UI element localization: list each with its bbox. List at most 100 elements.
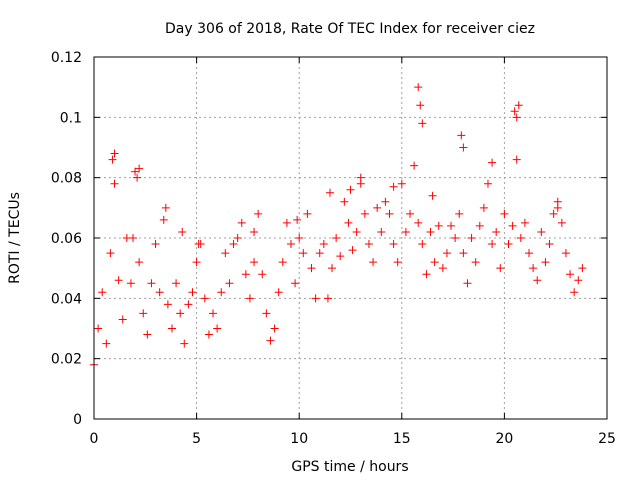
data-point (167, 324, 176, 333)
y-tick-label: 0.02 (51, 352, 82, 368)
data-points (90, 83, 587, 369)
data-point (488, 158, 497, 167)
y-tick-label: 0 (73, 412, 82, 428)
data-point (325, 188, 334, 197)
data-point (254, 209, 263, 218)
data-point (161, 203, 170, 212)
data-point (147, 279, 156, 288)
data-point (155, 288, 164, 297)
data-point (176, 309, 185, 318)
data-point (270, 324, 279, 333)
chart-title: Day 306 of 2018, Rate Of TEC Index for r… (165, 21, 535, 37)
data-point (537, 227, 546, 236)
data-point (286, 240, 295, 249)
data-point (217, 288, 226, 297)
data-point (414, 218, 423, 227)
data-point (500, 209, 509, 218)
data-point (102, 339, 111, 348)
data-point (139, 309, 148, 318)
data-point (471, 258, 480, 267)
data-point (332, 234, 341, 242)
data-point (463, 279, 472, 288)
data-point (356, 173, 365, 182)
data-point (512, 113, 521, 122)
grid-lines (94, 57, 607, 419)
data-point (110, 179, 119, 188)
data-point (178, 227, 187, 236)
data-point (459, 249, 468, 258)
data-point (508, 221, 517, 230)
data-point (410, 161, 419, 170)
data-point (401, 227, 410, 236)
data-point (319, 240, 328, 249)
data-point (266, 336, 275, 345)
data-point (389, 182, 398, 191)
data-point (108, 155, 117, 164)
data-point (479, 203, 488, 212)
data-point (192, 258, 201, 267)
data-point (545, 240, 554, 249)
data-point (315, 249, 324, 258)
data-point (328, 264, 337, 273)
data-point (416, 101, 425, 110)
x-tick-label: 0 (90, 431, 99, 447)
data-point (496, 264, 505, 273)
data-point (428, 191, 437, 200)
data-point (151, 240, 160, 249)
data-point (135, 258, 144, 267)
data-point (352, 227, 361, 236)
data-point (430, 258, 439, 267)
data-point (106, 249, 115, 258)
x-axis-label: GPS time / hours (291, 459, 408, 475)
data-point (510, 107, 519, 116)
data-point (373, 203, 382, 212)
data-point (455, 209, 464, 218)
data-point (172, 279, 181, 288)
data-point (221, 249, 230, 258)
data-point (204, 330, 213, 339)
data-point (467, 234, 476, 242)
data-point (282, 218, 291, 227)
data-point (381, 197, 390, 206)
x-tick-label: 5 (192, 431, 201, 447)
data-point (346, 185, 355, 194)
data-point (529, 264, 538, 273)
data-point (344, 218, 353, 227)
data-point (457, 131, 466, 140)
x-tick-label: 20 (495, 431, 513, 447)
x-tick-label: 15 (393, 431, 411, 447)
data-point (459, 143, 468, 152)
data-point (143, 330, 152, 339)
data-point (488, 240, 497, 249)
data-point (566, 270, 575, 279)
data-point (533, 276, 542, 285)
data-point (110, 149, 119, 158)
y-tick-label: 0.08 (51, 171, 82, 187)
tick-labels: 0 5 10 15 20 25 0 0.02 0.04 0.06 0.08 0.1 0.12 (51, 50, 616, 447)
data-point (131, 167, 140, 176)
data-point (126, 279, 135, 288)
data-point (114, 276, 123, 285)
data-point (250, 227, 259, 236)
data-point (233, 234, 242, 242)
data-point (291, 279, 300, 288)
data-point (336, 252, 345, 261)
data-point (364, 240, 373, 249)
data-point (385, 209, 394, 218)
data-point (553, 203, 562, 212)
data-point (245, 294, 254, 303)
data-point (225, 279, 234, 288)
data-point (475, 221, 484, 230)
data-point (438, 264, 447, 273)
data-point (406, 209, 415, 218)
data-point (377, 227, 386, 236)
data-point (397, 179, 406, 188)
data-point (549, 209, 558, 218)
x-tick-label: 25 (598, 431, 616, 447)
data-point (194, 240, 203, 249)
y-tick-label: 0.1 (60, 110, 82, 126)
data-point (209, 309, 218, 318)
data-point (574, 276, 583, 285)
data-point (520, 218, 529, 227)
data-point (504, 240, 513, 249)
